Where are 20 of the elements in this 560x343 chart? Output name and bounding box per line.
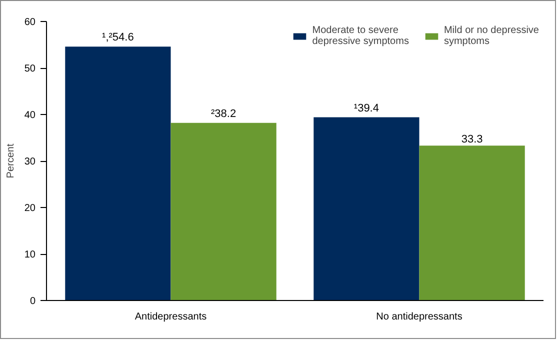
data-label: ¹39.4 [354,102,379,114]
legend-label: Mild or no depressive symptoms [444,25,539,47]
y-tick-label: 40 [24,110,36,121]
x-tick-label: No antidepressants [376,312,462,322]
data-label: ¹,²54.6 [102,32,134,44]
bar [170,122,276,300]
y-tick-label: 30 [24,156,36,168]
y-tick-label: 10 [24,250,36,260]
bar [314,117,420,300]
y-tick-label: 60 [24,17,36,28]
x-tick-label: Antidepressants [134,312,207,322]
bar [65,46,171,300]
data-label: 33.3 [461,134,483,146]
y-tick-label: 20 [24,203,36,214]
y-tick-label: 50 [24,64,36,74]
bar [419,146,525,300]
legend-label: Moderate to severe depressive symptoms [312,25,409,47]
data-label: ²38.2 [211,108,236,120]
y-tick-label: 0 [30,296,36,307]
y-axis-title: Percent [5,144,16,178]
